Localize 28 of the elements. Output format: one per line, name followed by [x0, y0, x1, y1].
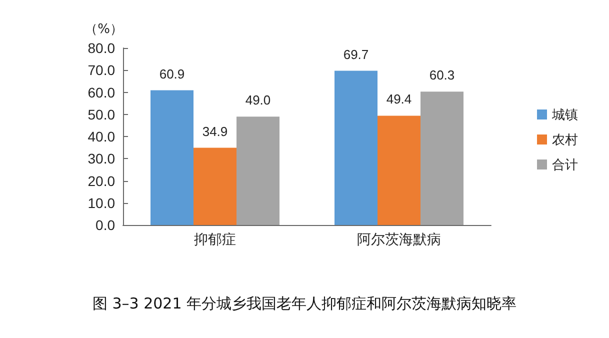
y-tick-label: 10.0 [88, 194, 116, 211]
y-tick-label: 20.0 [88, 172, 116, 189]
y-tick-label: 0.0 [96, 217, 116, 233]
y-tick-label: 60.0 [88, 84, 116, 100]
x-tick-label: 抑郁症 [194, 232, 236, 248]
y-axis-title: （%） [84, 22, 123, 37]
text: 图 3–3 2021 年分城乡我国老年人抑郁症和阿尔茨海默病知晓率 [92, 294, 517, 312]
y-tick-label: 80.0 [88, 40, 116, 56]
bar [334, 70, 378, 225]
bar [236, 116, 280, 225]
text: 49.4 [386, 92, 412, 107]
y-tick-label: 40.0 [88, 128, 116, 144]
text: 60.3 [429, 68, 455, 83]
legend-label: 农村 [552, 132, 578, 147]
bar [420, 92, 464, 225]
y-tick-label: 70.0 [88, 62, 116, 78]
text: 60.9 [159, 66, 185, 82]
y-tick-label: 30.0 [88, 150, 116, 167]
bar [194, 148, 236, 225]
bar [150, 90, 194, 225]
text: 49.0 [245, 92, 271, 108]
text: 34.9 [202, 124, 228, 139]
bar [378, 116, 420, 225]
y-tick-label: 50.0 [88, 106, 116, 122]
x-tick-label: 阿尔茨海默病 [357, 232, 441, 248]
legend-label: 合计 [552, 157, 578, 172]
legend-label: 城镇 [551, 107, 578, 122]
text: 69.7 [343, 46, 369, 62]
